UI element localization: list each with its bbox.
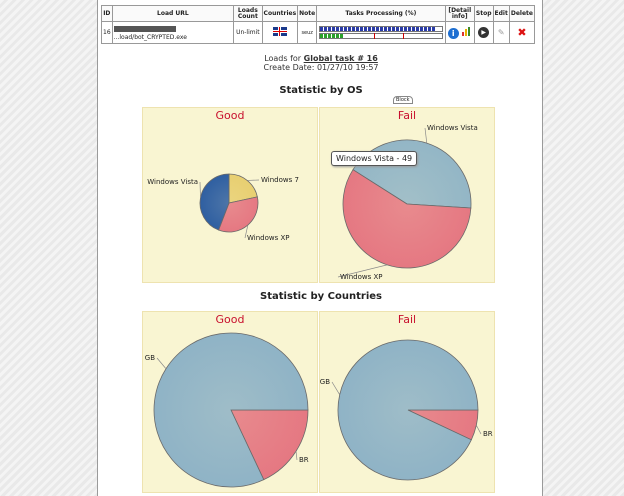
col-stop: Stop (473, 5, 494, 22)
redacted-block (113, 26, 176, 32)
pie-slice-windows-xp[interactable] (218, 196, 259, 233)
row-countries (261, 21, 299, 44)
pie-leader-line (337, 264, 388, 278)
loads-info: Loads for Global task # 16 (98, 54, 544, 63)
info-icon[interactable]: i (447, 27, 459, 39)
row-id: 16 (101, 21, 113, 44)
main-panel: ID Load URL Loads Count Countries Note T… (97, 0, 543, 496)
global-task-link[interactable]: Global task # 16 (303, 54, 378, 63)
country-good-pie: BR GB (145, 332, 309, 488)
chart-title: Good (215, 109, 245, 122)
row-stop: ▶ (473, 21, 494, 44)
pie-leader-line (156, 357, 167, 369)
pie-leader-line (295, 451, 298, 461)
pie-leader-line (331, 381, 340, 395)
loads-for-label: Loads for (264, 54, 302, 63)
table-row: 16 ...load/bot_CRYPTED.exe Un-limit seuz (101, 21, 536, 44)
tasks-table: ID Load URL Loads Count Countries Note T… (101, 5, 536, 44)
progress-bar-secondary (318, 33, 443, 39)
country-fail-pie: BR GB (320, 339, 493, 481)
os-section-title: Statistic by OS (279, 85, 363, 96)
os-fail-chart: Fail Windows Vista Windows XP (319, 107, 495, 283)
edit-icon[interactable]: ✎ (497, 28, 505, 37)
chart-title: Fail (397, 109, 417, 122)
os-fail-pie: Windows Vista Windows XP (337, 124, 478, 281)
pie-label: Windows Vista (147, 178, 198, 186)
create-date: Create Date: 01/27/10 19:57 (263, 63, 379, 72)
row-progress (316, 21, 446, 44)
row-note: seuz (297, 21, 318, 44)
row-edit: ✎ (492, 21, 510, 44)
country-fail-chart: Fail BR GB (319, 311, 495, 493)
pie-slice-windows-xp[interactable] (342, 169, 472, 269)
col-countries: Countries (261, 5, 299, 22)
uk-flag-icon (272, 27, 287, 36)
pie-label: GB (145, 354, 155, 362)
col-note: Note (297, 5, 318, 22)
row-detail: i (444, 21, 475, 44)
pie-leader-line (424, 127, 428, 144)
col-tasks: Tasks Processing (%) (316, 5, 446, 22)
pie-slice-gb[interactable] (337, 339, 479, 481)
row-url-text: ...load/bot_CRYPTED.exe (113, 34, 187, 41)
chart-title: Fail (397, 313, 417, 326)
row-url: ...load/bot_CRYPTED.exe (111, 21, 235, 44)
pie-label: Windows XP (247, 234, 290, 242)
row-loads-count: Un-limit (233, 21, 263, 44)
col-delete: Delete (508, 5, 536, 22)
col-id: ID (101, 5, 113, 22)
progress-bar-primary (318, 26, 443, 32)
pie-slice-windows-7[interactable] (228, 173, 258, 204)
chart-title: Good (215, 313, 245, 326)
pie-label: BR (299, 456, 309, 464)
col-detail: [Detail info] (444, 5, 475, 22)
country-good-chart: Good BR GB (142, 311, 318, 493)
pie-label: BR (483, 430, 493, 438)
block-tab[interactable]: Block (393, 96, 413, 104)
play-icon[interactable]: ▶ (478, 27, 490, 38)
os-good-pie: Windows 7 Windows XP Windows Vista (147, 173, 299, 242)
row-delete: ✖ (508, 21, 536, 44)
os-good-chart: Good Windows 7 Windows XP Windows Vista (142, 107, 318, 283)
stats-chart-icon[interactable] (461, 26, 472, 36)
pie-leader-line (244, 224, 249, 239)
pie-label: Windows Vista (427, 124, 478, 132)
pie-label: GB (320, 378, 330, 386)
col-edit: Edit (492, 5, 510, 22)
delete-icon[interactable]: ✖ (517, 26, 527, 39)
pie-slice-gb[interactable] (153, 332, 309, 488)
pie-label: Windows 7 (261, 176, 299, 184)
col-url: Load URL (111, 5, 235, 22)
pie-tooltip: Windows Vista - 49 (331, 151, 418, 166)
pie-leader-line (476, 425, 482, 435)
countries-section-title: Statistic by Countries (260, 291, 382, 302)
table-header-row: ID Load URL Loads Count Countries Note T… (101, 5, 536, 22)
pie-label: Windows XP (340, 273, 383, 281)
col-loads-count: Loads Count (233, 5, 263, 22)
